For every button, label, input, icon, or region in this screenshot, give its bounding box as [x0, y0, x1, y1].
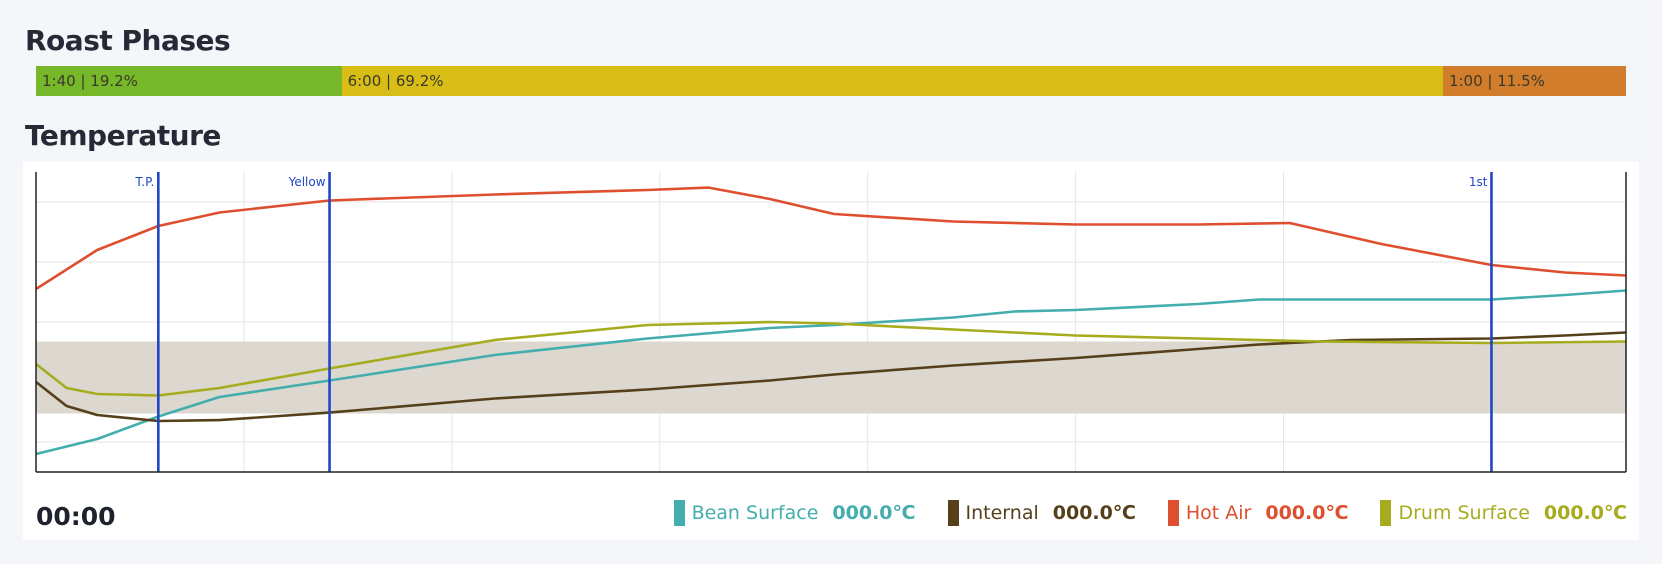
target-band: [36, 341, 1626, 414]
temperature-chart[interactable]: T.P. Yellow 1st: [23, 162, 1639, 492]
legend-label: Drum Surface: [1398, 502, 1530, 524]
series-line-drum-surface: [35, 320, 1627, 397]
phase-segment-3: 1:00 | 11.5%: [1442, 66, 1626, 96]
phase-segment-1: 1:40 | 19.2%: [36, 66, 342, 96]
phase-segment-label: 6:00 | 69.2%: [347, 72, 444, 90]
event-marker-label: T.P.: [134, 175, 154, 189]
legend-item[interactable]: Drum Surface 000.0℃: [1380, 500, 1627, 526]
phase-segment-2: 6:00 | 69.2%: [341, 66, 1443, 96]
series-line-hot-air: [35, 186, 1627, 291]
roast-phases-title: Roast Phases: [25, 24, 231, 57]
series-line-bean-surface: [35, 289, 1627, 456]
legend-swatch: [1167, 500, 1179, 526]
legend-swatch: [673, 500, 685, 526]
legend-label: Hot Air: [1185, 502, 1252, 524]
legend-item[interactable]: Hot Air 000.0℃: [1167, 500, 1349, 526]
event-marker-label: 1st: [1469, 175, 1488, 189]
roast-phases-bar: 1:40 | 19.2% 6:00 | 69.2% 1:00 | 11.5%: [36, 66, 1626, 96]
legend-label: Internal: [965, 502, 1039, 524]
phase-segment-label: 1:00 | 11.5%: [1448, 72, 1545, 90]
legend-item[interactable]: Bean Surface 000.0℃: [673, 500, 916, 526]
legend-swatch: [947, 500, 959, 526]
temperature-chart-card: T.P. Yellow 1st 00:00 Bean Surface 000.0℃ In…: [23, 162, 1639, 540]
temperature-title: Temperature: [25, 119, 221, 152]
series-line-internal: [35, 331, 1627, 423]
legend-value: 000.0℃: [1265, 502, 1349, 524]
legend-value: 000.0℃: [832, 502, 916, 524]
chart-legend: Bean Surface 000.0℃ Internal 000.0℃ Hot Air 0…: [642, 500, 1627, 526]
legend-value: 000.0℃: [1052, 502, 1136, 524]
legend-value: 000.0℃: [1543, 502, 1627, 524]
phase-segment-label: 1:40 | 19.2%: [42, 72, 138, 90]
roast-timer: 00:00: [36, 502, 116, 531]
chart-footer: 00:00 Bean Surface 000.0℃ Internal 000.0℃ Ho…: [23, 492, 1639, 538]
legend-label: Bean Surface: [691, 502, 819, 524]
legend-item[interactable]: Internal 000.0℃: [947, 500, 1136, 526]
event-marker-label: Yellow: [288, 175, 326, 189]
legend-swatch: [1380, 500, 1392, 526]
